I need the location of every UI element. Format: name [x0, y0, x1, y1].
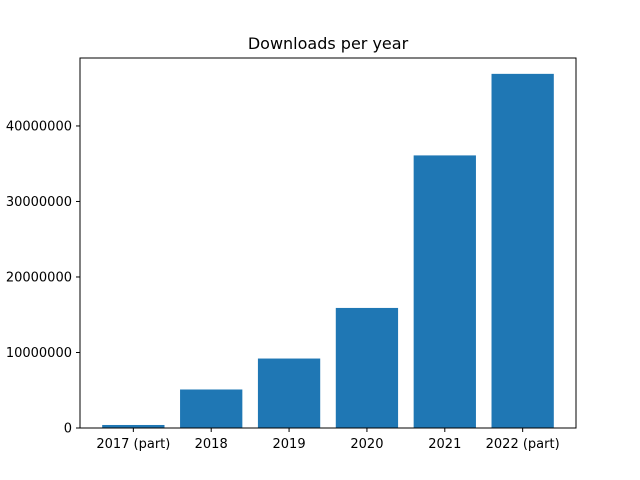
y-axis: 0 10000000 20000000 30000000 40000000 [6, 119, 80, 437]
bar-2019 [257, 358, 321, 428]
bar-2018 [180, 389, 243, 428]
x-tick-label: 2019 [273, 437, 306, 452]
y-tick-label: 30000000 [6, 195, 72, 210]
bar-2022-part [491, 73, 554, 428]
x-axis: 2017 (part) 2018 2019 2020 2021 2022 (part) [96, 428, 560, 452]
y-tick-label: 20000000 [6, 270, 72, 285]
y-tick-label: 10000000 [6, 346, 72, 361]
x-tick-label: 2020 [350, 437, 383, 452]
bar-2021 [413, 155, 476, 429]
x-tick-label: 2018 [195, 437, 228, 452]
x-tick-label: 2022 (part) [486, 437, 560, 452]
plot-frame [79, 57, 577, 429]
x-tick-label: 2021 [428, 437, 461, 452]
bar-2020 [335, 307, 399, 428]
bars-group [102, 73, 554, 429]
bar-2017-part [102, 424, 165, 428]
x-tick-label: 2017 (part) [96, 437, 170, 452]
y-tick-label: 40000000 [6, 119, 72, 134]
chart-title: Downloads per year [248, 34, 409, 53]
y-tick-label: 0 [64, 422, 72, 437]
